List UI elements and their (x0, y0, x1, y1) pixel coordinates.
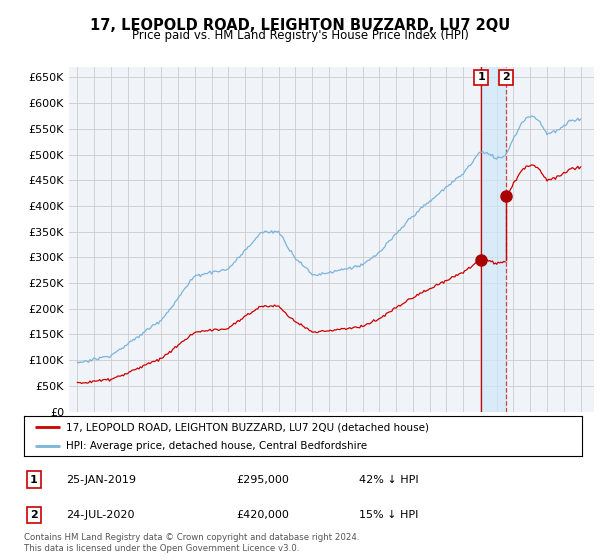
Text: HPI: Average price, detached house, Central Bedfordshire: HPI: Average price, detached house, Cent… (66, 441, 367, 451)
Text: 17, LEOPOLD ROAD, LEIGHTON BUZZARD, LU7 2QU: 17, LEOPOLD ROAD, LEIGHTON BUZZARD, LU7 … (90, 18, 510, 33)
Bar (481, 67, 506, 412)
Text: 17, LEOPOLD ROAD, LEIGHTON BUZZARD, LU7 2QU (detached house): 17, LEOPOLD ROAD, LEIGHTON BUZZARD, LU7 … (66, 422, 429, 432)
Text: 25-JAN-2019: 25-JAN-2019 (66, 475, 136, 484)
Text: 2: 2 (30, 510, 38, 520)
Text: 1: 1 (477, 72, 485, 82)
Text: £295,000: £295,000 (236, 475, 289, 484)
Text: 24-JUL-2020: 24-JUL-2020 (66, 510, 134, 520)
Text: 42% ↓ HPI: 42% ↓ HPI (359, 475, 418, 484)
Text: Price paid vs. HM Land Registry's House Price Index (HPI): Price paid vs. HM Land Registry's House … (131, 29, 469, 42)
Text: 15% ↓ HPI: 15% ↓ HPI (359, 510, 418, 520)
Text: 1: 1 (30, 475, 38, 484)
Text: Contains HM Land Registry data © Crown copyright and database right 2024.
This d: Contains HM Land Registry data © Crown c… (24, 533, 359, 553)
Text: £420,000: £420,000 (236, 510, 289, 520)
Text: 2: 2 (502, 72, 510, 82)
